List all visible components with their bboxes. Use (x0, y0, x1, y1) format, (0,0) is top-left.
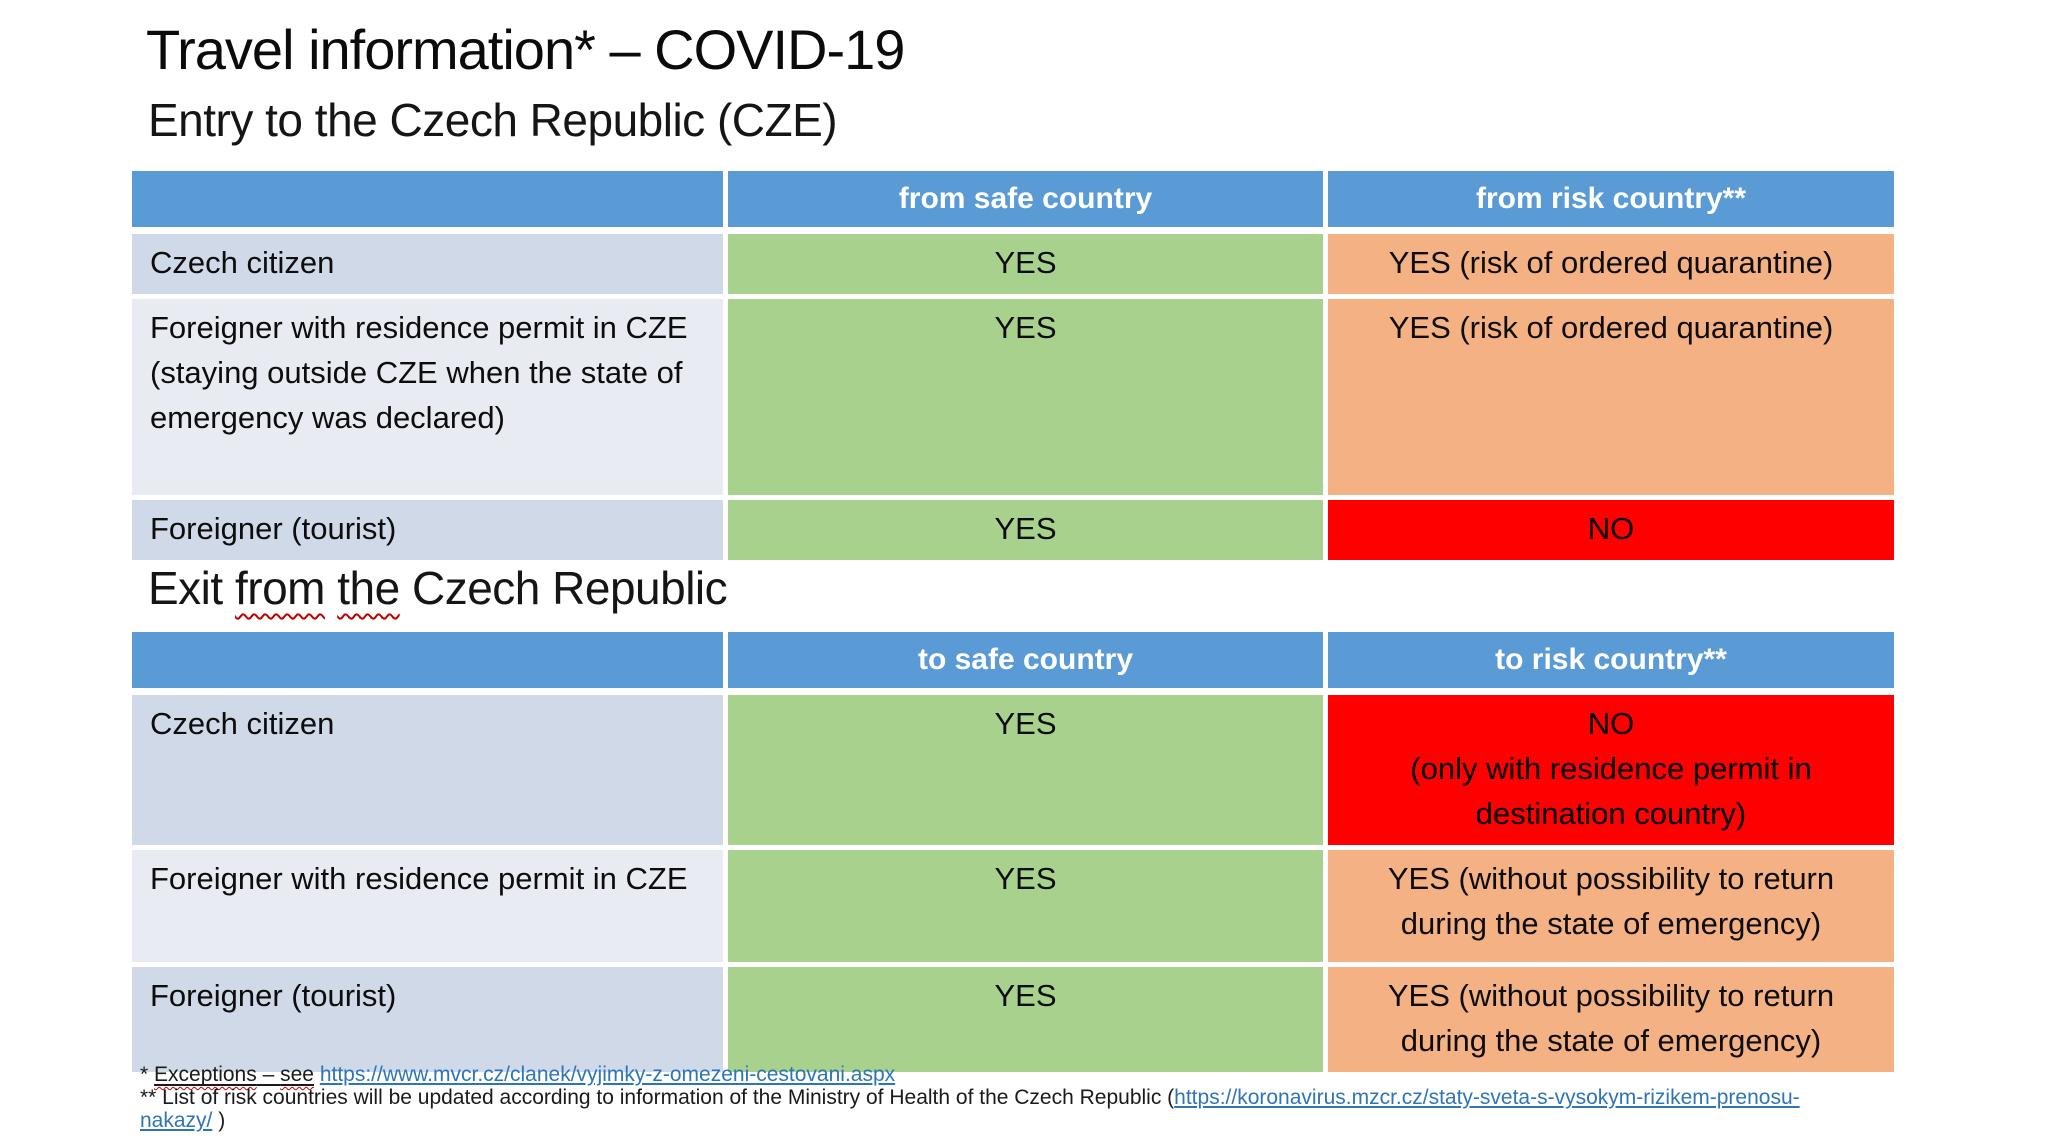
entry-row-label: Czech citizen (132, 234, 723, 294)
footnote-text: ) (212, 1109, 226, 1132)
mvcr-exceptions-link[interactable]: https://www.mvcr.cz/clanek/vyjimky-z-ome… (319, 1063, 896, 1086)
mzcr-risk-countries-link[interactable]: https://koronavirus.mzcr.cz/staty-sveta-… (140, 1086, 1800, 1132)
exit-heading-spellcheck-word: the (337, 562, 400, 614)
link-line-1: https://koronavirus.mzcr.cz/staty-sveta-… (1174, 1086, 1800, 1109)
footnotes: * Exceptions – see https://www.mvcr.cz/c… (140, 1063, 2030, 1132)
footnote-risk-countries: ** List of risk countries will be update… (140, 1086, 2030, 1132)
entry-table: from safe country from risk country** Cz… (132, 171, 1898, 560)
entry-risk-cell: NO (1328, 499, 1894, 560)
exit-safe-cell: YES (728, 849, 1323, 962)
footnote-spellcheck-word: Exceptions (154, 1063, 257, 1086)
exit-row-label: Czech citizen (132, 695, 723, 845)
exit-risk-cell: NO (only with residence permit in destin… (1328, 695, 1894, 845)
exit-header-blank-cell (132, 632, 723, 688)
exit-heading-text (325, 562, 337, 614)
exit-section-heading: Exit from the Czech Republic (148, 562, 728, 615)
footnote-marker: * (140, 1063, 155, 1086)
footnote-exceptions: * Exceptions – see https://www.mvcr.cz/c… (140, 1063, 2030, 1086)
exit-header-risk-country: to risk country** (1328, 632, 1894, 688)
exit-header-safe-country: to safe country (728, 632, 1323, 688)
exit-heading-text: Exit (148, 562, 235, 614)
entry-risk-cell: YES (risk of ordered quarantine) (1328, 298, 1894, 495)
entry-table-body: Czech citizen YES YES (risk of ordered q… (132, 234, 1898, 560)
exit-row-label: Foreigner with residence permit in CZE (132, 849, 723, 962)
exit-risk-cell: YES (without possibility to return durin… (1328, 966, 1894, 1072)
exit-safe-cell: YES (728, 966, 1323, 1072)
page-title: Travel information* – COVID-19 (146, 18, 905, 81)
entry-row-label: Foreigner (tourist) (132, 499, 723, 560)
entry-risk-cell: YES (risk of ordered quarantine) (1328, 234, 1894, 294)
entry-header-safe-country: from safe country (728, 171, 1323, 227)
entry-header-risk-country: from risk country** (1328, 171, 1894, 227)
exit-row-label: Foreigner (tourist) (132, 966, 723, 1072)
entry-row-label: Foreigner with residence permit in CZE (… (132, 298, 723, 495)
footnote-underlined-phrase: Exceptions – see (154, 1063, 314, 1086)
entry-safe-cell: YES (728, 298, 1323, 495)
exit-table-header-row: to safe country to risk country** (132, 632, 1898, 688)
footnote-text: ** List of risk countries will be update… (140, 1086, 1175, 1109)
entry-table-header-row: from safe country from risk country** (132, 171, 1898, 227)
exit-risk-cell: YES (without possibility to return durin… (1328, 849, 1894, 962)
exit-table-body: Czech citizen YES NO (only with residenc… (132, 695, 1898, 1072)
entry-safe-cell: YES (728, 234, 1323, 294)
footnote-dash: – (256, 1063, 281, 1086)
exit-heading-spellcheck-word: from (234, 562, 326, 614)
exit-safe-cell: YES (728, 695, 1323, 845)
exit-heading-text: Czech Republic (399, 562, 728, 614)
entry-header-blank-cell (132, 171, 723, 227)
entry-section-heading: Entry to the Czech Republic (CZE) (148, 94, 838, 146)
entry-safe-cell: YES (728, 499, 1323, 560)
exit-table: to safe country to risk country** Czech … (132, 632, 1898, 1072)
link-line-2: nakazy/ (140, 1109, 213, 1132)
footnote-spellcheck-word: see (280, 1063, 314, 1086)
